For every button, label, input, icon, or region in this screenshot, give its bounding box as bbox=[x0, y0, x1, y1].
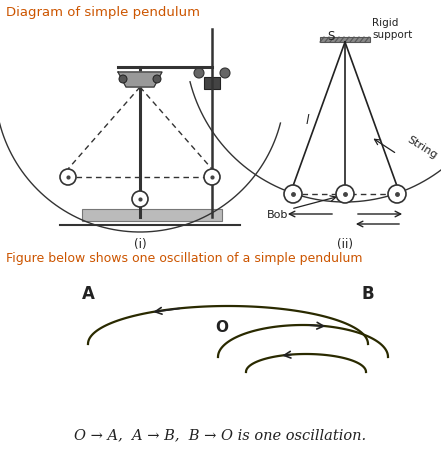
Text: O: O bbox=[215, 320, 228, 335]
Text: B: B bbox=[362, 285, 374, 302]
Circle shape bbox=[336, 185, 354, 203]
Circle shape bbox=[132, 191, 148, 207]
Circle shape bbox=[153, 76, 161, 84]
FancyBboxPatch shape bbox=[320, 38, 370, 43]
Circle shape bbox=[60, 170, 76, 185]
Text: String: String bbox=[405, 134, 439, 161]
Text: S: S bbox=[327, 30, 335, 43]
Polygon shape bbox=[118, 73, 162, 88]
Text: (ii): (ii) bbox=[337, 237, 353, 251]
Circle shape bbox=[284, 185, 302, 203]
FancyBboxPatch shape bbox=[82, 210, 222, 222]
Circle shape bbox=[194, 69, 204, 79]
Text: Figure below shows one oscillation of a simple pendulum: Figure below shows one oscillation of a … bbox=[6, 252, 363, 264]
Text: O → A,  A → B,  B → O is one oscillation.: O → A, A → B, B → O is one oscillation. bbox=[74, 427, 366, 441]
Text: l: l bbox=[305, 113, 309, 126]
Circle shape bbox=[204, 170, 220, 185]
Circle shape bbox=[119, 76, 127, 84]
Circle shape bbox=[388, 185, 406, 203]
Text: (i): (i) bbox=[134, 237, 146, 251]
Text: Rigid
support: Rigid support bbox=[372, 18, 412, 40]
Text: Diagram of simple pendulum: Diagram of simple pendulum bbox=[6, 6, 200, 19]
Text: A: A bbox=[82, 285, 94, 302]
FancyBboxPatch shape bbox=[204, 78, 220, 90]
Circle shape bbox=[220, 69, 230, 79]
Text: Bob: Bob bbox=[267, 210, 288, 219]
